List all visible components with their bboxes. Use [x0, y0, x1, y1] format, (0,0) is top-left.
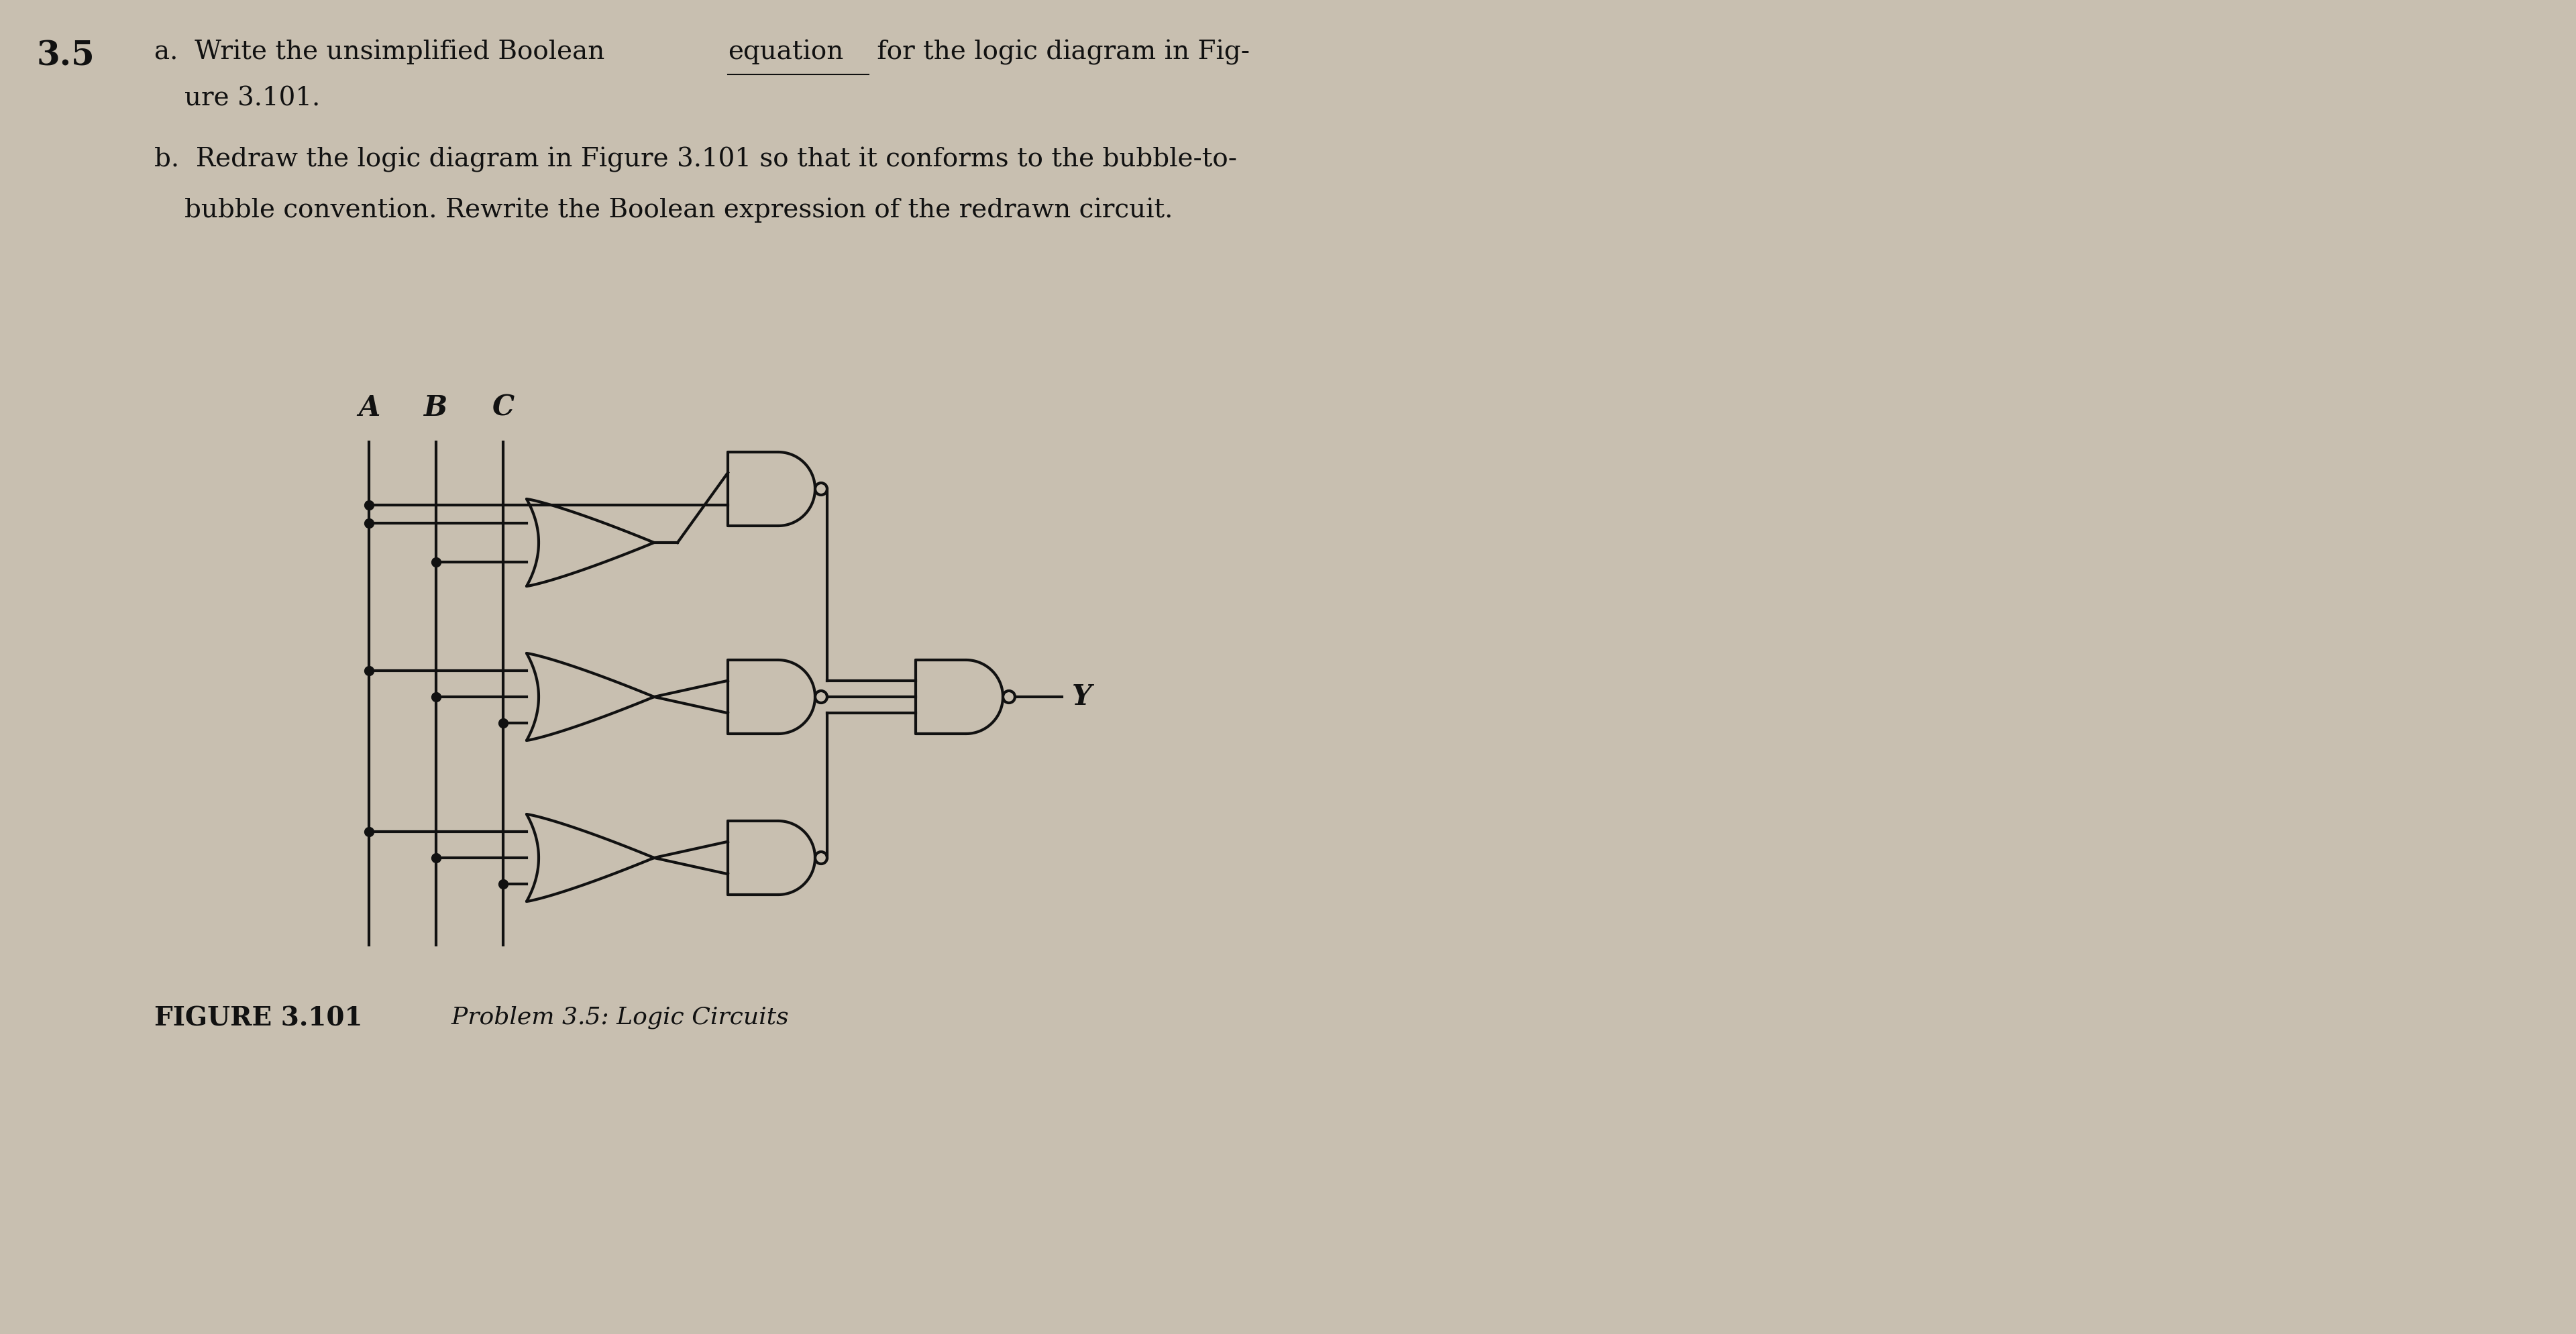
Text: for the logic diagram in Fig-: for the logic diagram in Fig-	[868, 40, 1249, 65]
Text: 3.5: 3.5	[36, 40, 95, 72]
Text: C: C	[492, 394, 515, 422]
Text: A: A	[358, 394, 379, 422]
Text: ure 3.101.: ure 3.101.	[185, 87, 319, 111]
Text: FIGURE 3.101: FIGURE 3.101	[155, 1006, 363, 1031]
Text: Y: Y	[1072, 683, 1092, 711]
Text: a.  Write the unsimplified Boolean: a. Write the unsimplified Boolean	[155, 40, 613, 65]
Text: equation: equation	[729, 40, 842, 65]
Text: b.  Redraw the logic diagram in Figure 3.101 so that it conforms to the bubble-t: b. Redraw the logic diagram in Figure 3.…	[155, 147, 1236, 172]
Text: bubble convention. Rewrite the Boolean expression of the redrawn circuit.: bubble convention. Rewrite the Boolean e…	[185, 197, 1172, 223]
Text: Problem 3.5: Logic Circuits: Problem 3.5: Logic Circuits	[435, 1006, 788, 1029]
Text: B: B	[425, 394, 448, 422]
